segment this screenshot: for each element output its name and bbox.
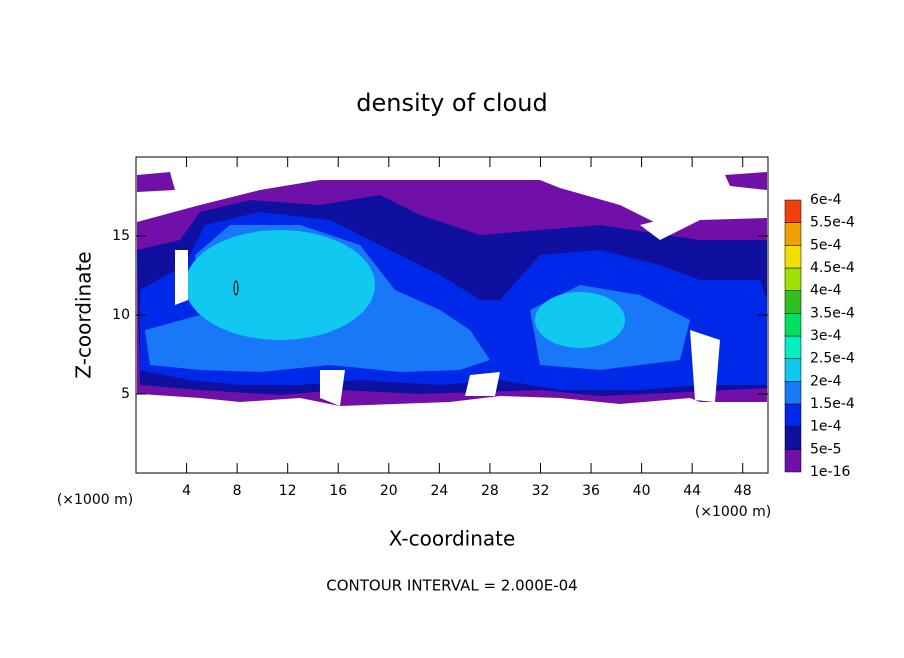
x-tick-label: 40 <box>633 483 651 499</box>
x-tick-label: 36 <box>582 483 600 499</box>
colorbar-box <box>784 245 802 269</box>
colorbar-box <box>784 426 802 450</box>
field <box>137 172 767 406</box>
colorbar-box <box>784 222 802 246</box>
colorbar-box <box>784 403 802 427</box>
x-tick-label: 48 <box>734 483 752 499</box>
x-tick-label: 4 <box>182 483 191 499</box>
colorbar-label: 5e-5 <box>810 441 841 457</box>
y-tick-label: 10 <box>112 307 130 323</box>
colorbar-box <box>784 449 802 473</box>
x-tick-label: 8 <box>233 483 242 499</box>
y-unit: (×1000 m) <box>57 492 133 508</box>
colorbar-label: 3.5e-4 <box>810 305 855 321</box>
colorbar-label: 3e-4 <box>810 328 842 344</box>
colorbar-label: 5e-4 <box>810 237 842 253</box>
colorbar-label: 4.5e-4 <box>810 260 855 276</box>
colorbar-label: 1e-16 <box>810 464 850 480</box>
colorbar-label: 2e-4 <box>810 373 842 389</box>
colorbar-label: 2.5e-4 <box>810 351 855 367</box>
colorbar-box <box>784 199 802 223</box>
footer: CONTOUR INTERVAL = 2.000E-04 <box>326 577 577 595</box>
x-tick-label: 12 <box>279 483 297 499</box>
colorbar-box <box>784 290 802 314</box>
field-patch <box>725 172 767 190</box>
colorbar-box <box>784 267 802 291</box>
colorbar-box <box>784 381 802 405</box>
field-contour <box>233 280 239 296</box>
x-tick-label: 20 <box>380 483 398 499</box>
colorbar-label: 6e-4 <box>810 192 842 208</box>
field-patch <box>185 230 375 340</box>
y-tick-label: 5 <box>121 386 130 402</box>
colorbar-label: 1e-4 <box>810 419 842 435</box>
x-axis-title: X-coordinate <box>389 527 516 551</box>
y-tick-label: 15 <box>112 228 130 244</box>
colorbar-label: 5.5e-4 <box>810 215 855 231</box>
x-tick-label: 28 <box>481 483 499 499</box>
chart-title: density of cloud <box>356 89 547 117</box>
x-tick-label: 24 <box>430 483 448 499</box>
x-tick-label: 32 <box>532 483 550 499</box>
field-gap <box>175 215 720 406</box>
y-axis-title: Z-coordinate <box>72 251 96 378</box>
colorbar-label: 1.5e-4 <box>810 396 855 412</box>
field-patch <box>137 172 175 192</box>
x-unit: (×1000 m) <box>695 504 771 520</box>
x-tick-label: 44 <box>683 483 701 499</box>
colorbar-box <box>784 335 802 359</box>
colorbar-box <box>784 313 802 337</box>
field-patch <box>535 292 625 348</box>
x-tick-label: 16 <box>329 483 347 499</box>
colorbar-label: 4e-4 <box>810 283 842 299</box>
colorbar-box <box>784 358 802 382</box>
